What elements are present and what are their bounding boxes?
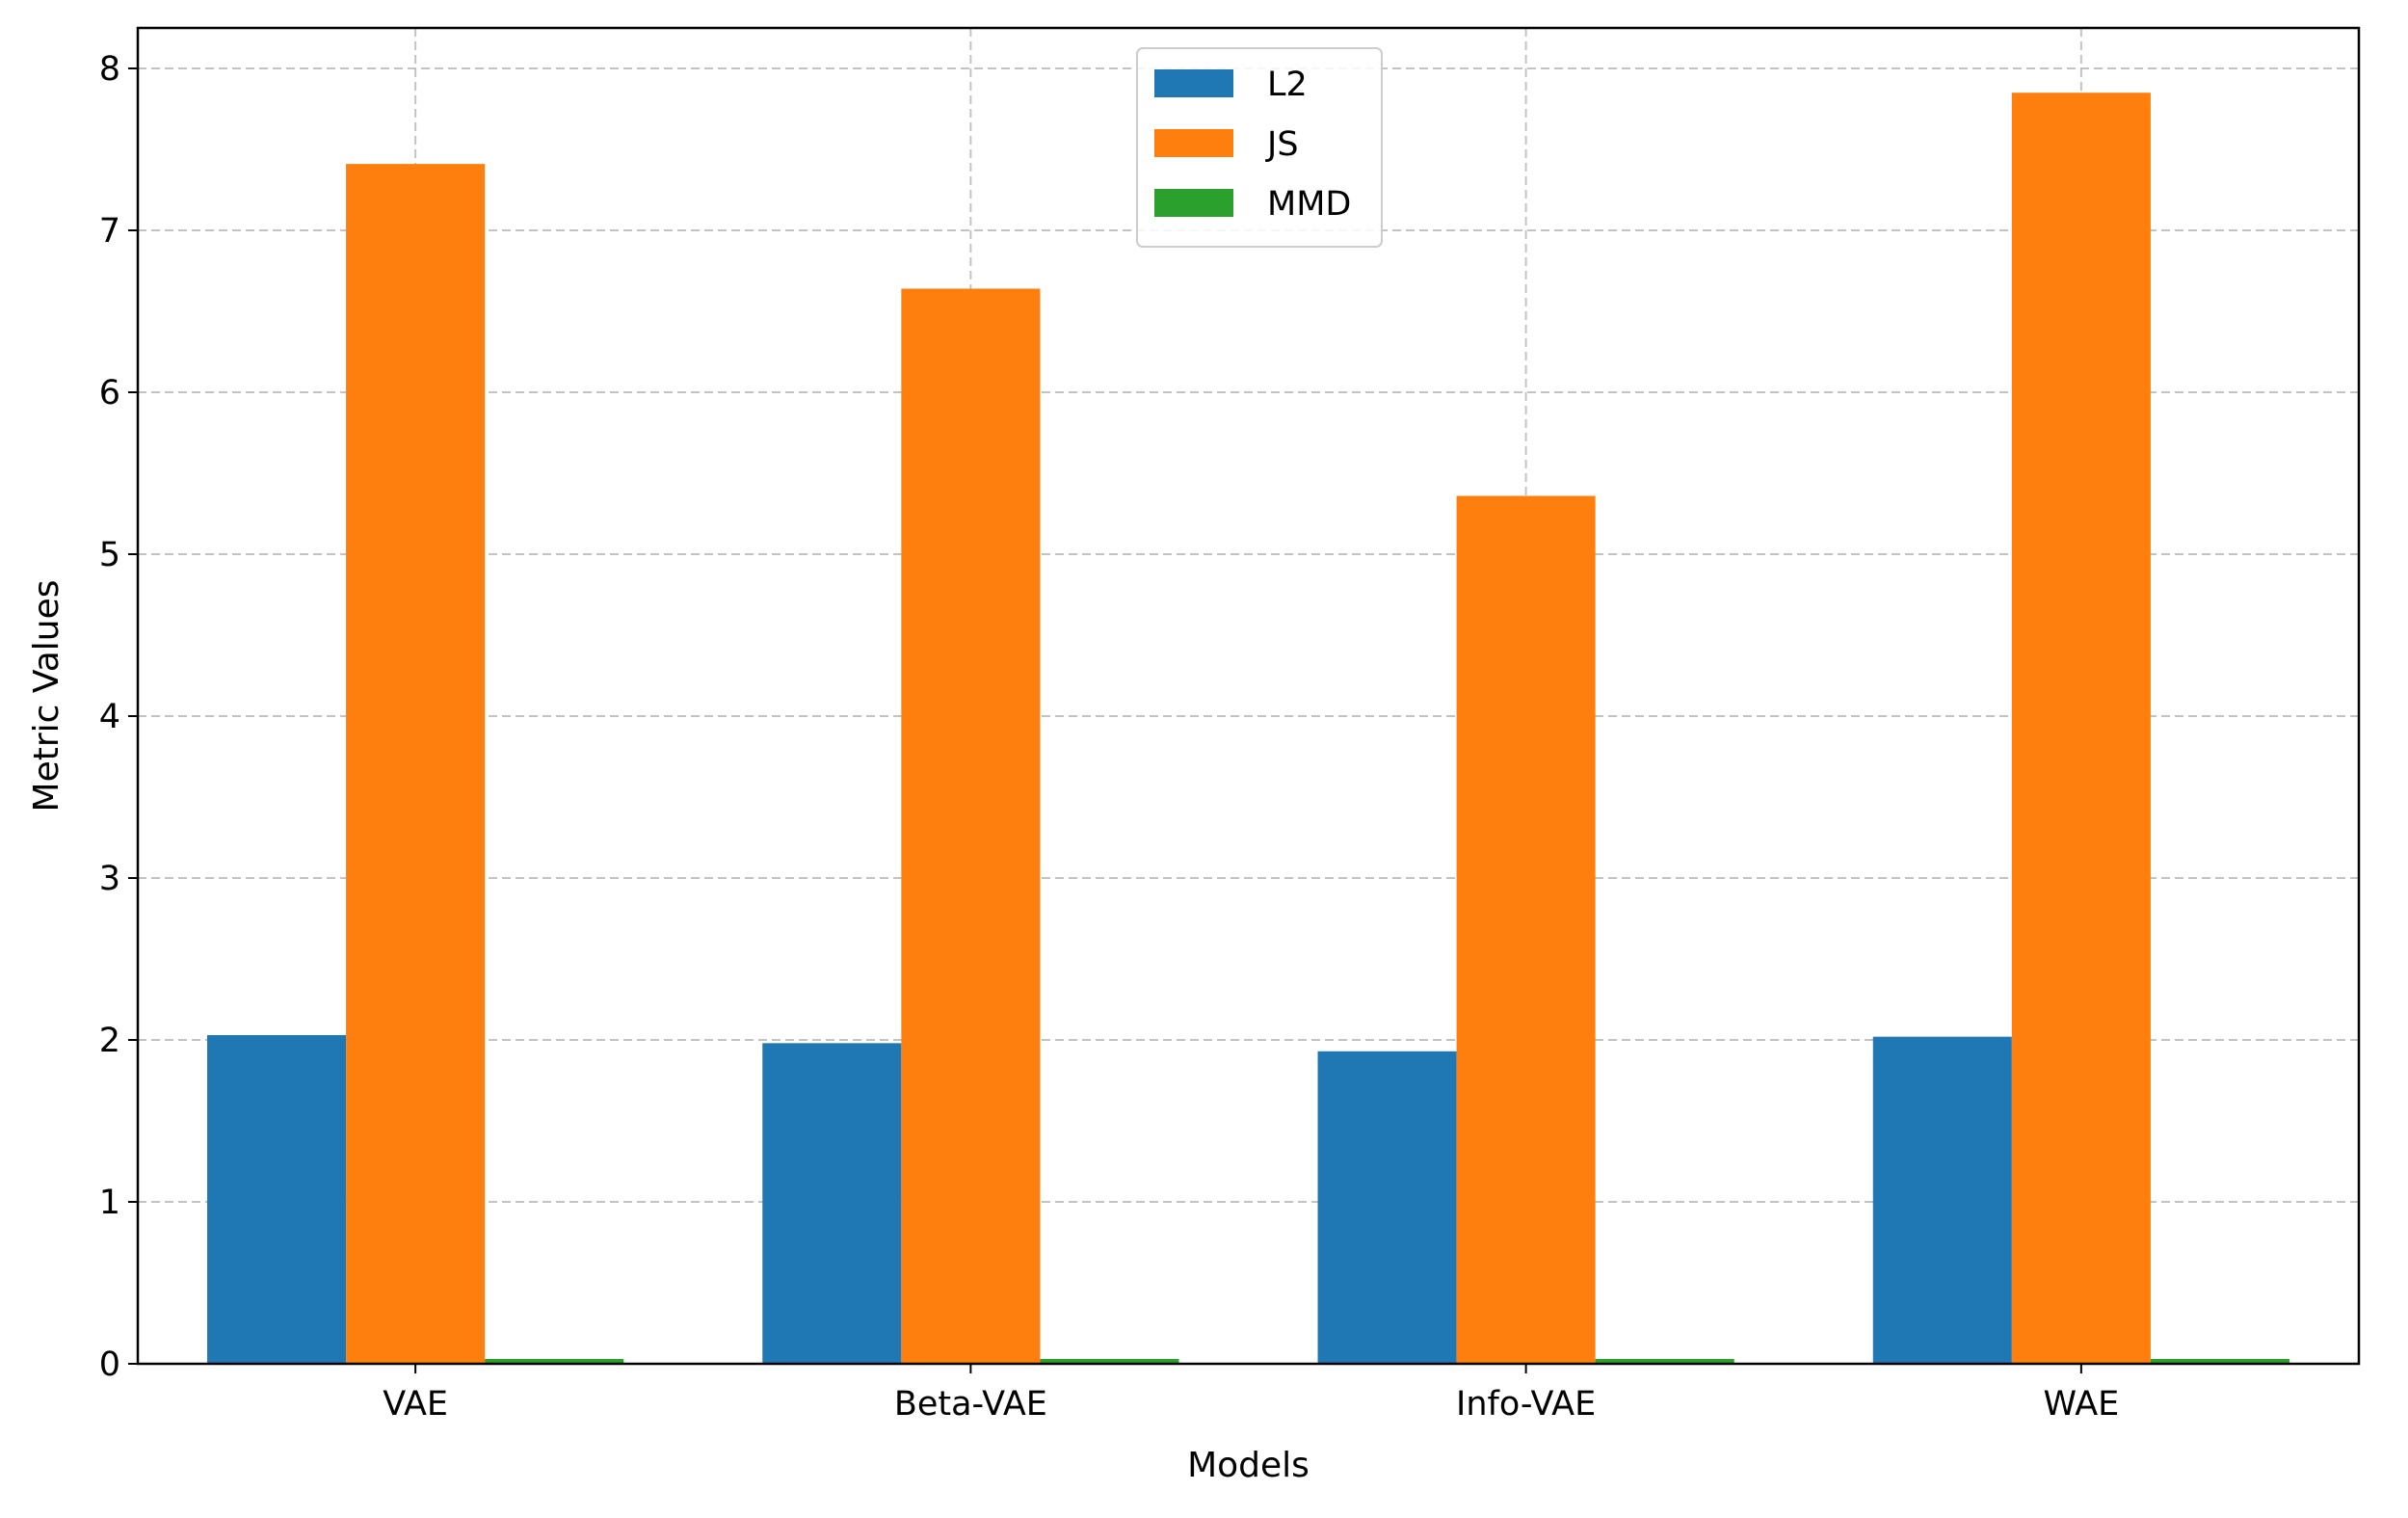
y-tick-label: 8 (99, 50, 120, 89)
bar-l2-beta-vae (762, 1043, 902, 1364)
bar-l2-vae (207, 1034, 347, 1364)
x-tick-label: Beta-VAE (894, 1385, 1047, 1424)
bar-mmd-vae (485, 1358, 624, 1364)
bar-js-info-vae (1456, 495, 1596, 1364)
bar-js-wae (2011, 93, 2151, 1365)
y-tick-label: 5 (99, 536, 120, 574)
y-tick-label: 1 (99, 1184, 120, 1222)
y-tick-label: 3 (99, 860, 120, 898)
bar-mmd-info-vae (1595, 1358, 1734, 1364)
y-tick-label: 0 (99, 1345, 120, 1384)
legend-swatch-l2 (1154, 69, 1233, 97)
legend-label-l2: L2 (1267, 66, 1308, 104)
x-axis-label: Models (1187, 1446, 1310, 1485)
y-axis-label: Metric Values (27, 580, 66, 812)
bar-js-beta-vae (901, 288, 1041, 1365)
legend-swatch-js (1154, 129, 1233, 157)
x-tick-label: WAE (2044, 1385, 2120, 1424)
bars (207, 93, 2289, 1365)
x-tick-label: VAE (383, 1385, 448, 1424)
legend-label-js: JS (1265, 125, 1299, 164)
axes-frame (136, 26, 2361, 1366)
legend-swatch-mmd (1154, 189, 1233, 217)
ticks: 0 1 2 3 4 5 6 7 8 VAE Beta-VAE Info-VAE WAE (99, 50, 2120, 1424)
y-tick-label: 2 (99, 1022, 120, 1060)
bar-mmd-wae (2150, 1358, 2289, 1364)
bar-mmd-beta-vae (1040, 1358, 1179, 1364)
x-tick-label: Info-VAE (1456, 1385, 1596, 1424)
bar-l2-wae (1872, 1036, 2012, 1364)
y-tick-label: 7 (99, 212, 120, 251)
y-tick-label: 6 (99, 374, 120, 413)
legend: L2 JS MMD (1136, 47, 1383, 248)
legend-label-mmd: MMD (1267, 185, 1351, 224)
y-tick-label: 4 (99, 698, 120, 736)
bar-l2-info-vae (1317, 1051, 1457, 1364)
bar-js-vae (346, 164, 486, 1364)
